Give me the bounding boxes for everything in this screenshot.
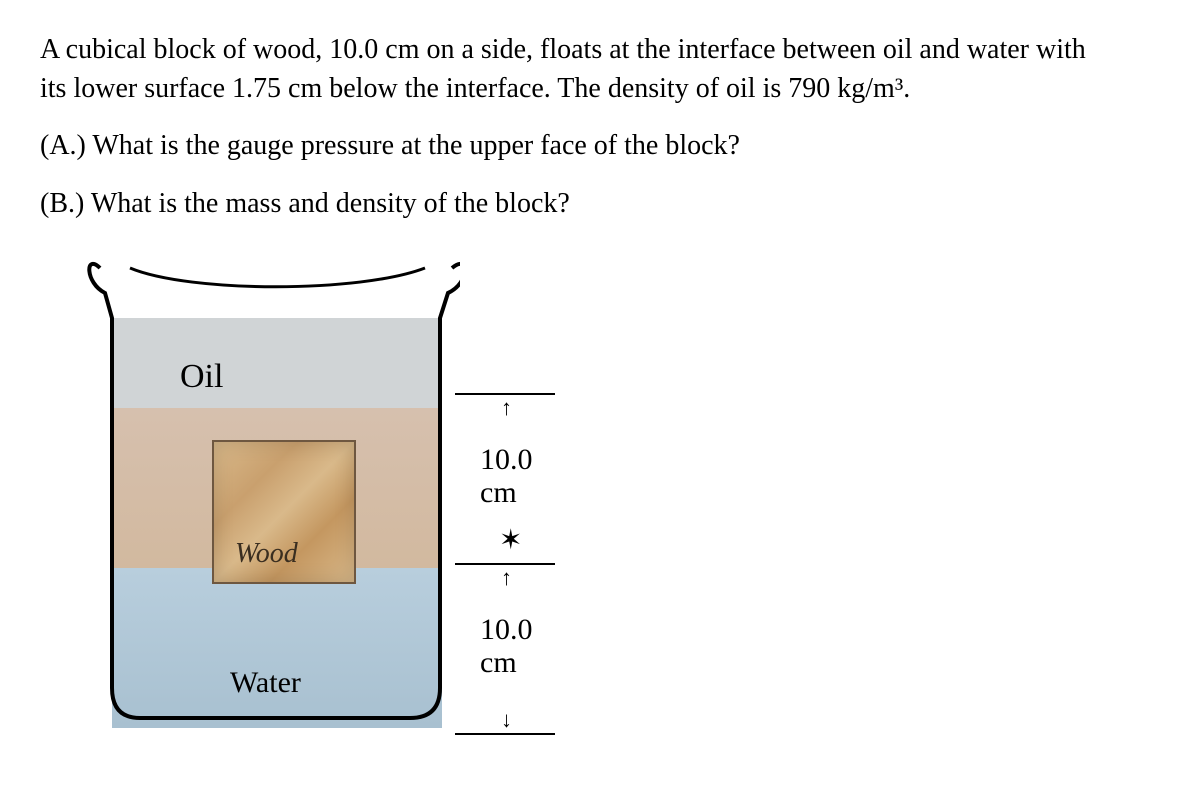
statement-paragraph: A cubical block of wood, 10.0 cm on a si… (40, 30, 1160, 108)
diagram: Oil Wood Water ↑ 10.0 cm ✶ ↑ 10.0 cm ↓ (40, 248, 600, 748)
beaker-outline-icon (80, 248, 460, 728)
dim-upper-value: 10.0 (480, 443, 533, 476)
beaker (80, 248, 460, 728)
dim-lower: 10.0 cm (480, 613, 533, 679)
arrow-down-icon: ↑ (501, 567, 512, 589)
water-label: Water (230, 666, 301, 700)
dimension-annotations: ↑ 10.0 cm ✶ ↑ 10.0 cm ↓ (455, 393, 585, 733)
arrow-down-icon: ↑ (501, 397, 512, 419)
wood-label: Wood (235, 538, 298, 570)
interface-marker-icon: ✶ (499, 523, 522, 557)
question-a: (A.) What is the gauge pressure at the u… (40, 126, 1160, 165)
statement-line-1: A cubical block of wood, 10.0 cm on a si… (40, 34, 1086, 65)
arrow-up-icon: ↓ (501, 709, 512, 731)
dim-upper-unit: cm (480, 476, 517, 509)
dim-lower-value: 10.0 (480, 613, 533, 646)
dim-upper: 10.0 cm (480, 443, 533, 509)
oil-label: Oil (180, 358, 223, 396)
dim-line-bot (455, 733, 555, 735)
dim-lower-unit: cm (480, 646, 517, 679)
statement-line-2: its lower surface 1.75 cm below the inte… (40, 73, 910, 104)
question-b: (B.) What is the mass and density of the… (40, 184, 1160, 223)
problem-statement: A cubical block of wood, 10.0 cm on a si… (40, 30, 1160, 223)
